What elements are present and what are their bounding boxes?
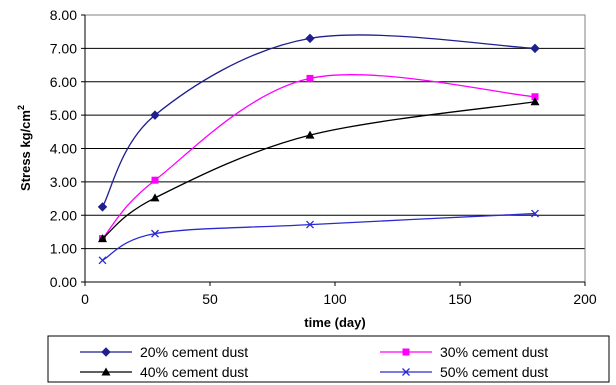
legend-item: 20% cement dust bbox=[80, 344, 248, 360]
data-point bbox=[305, 130, 315, 139]
series-4 bbox=[98, 209, 539, 265]
legend-label: 50% cement dust bbox=[440, 364, 548, 380]
data-point bbox=[305, 33, 315, 44]
y-tick-label: 3.00 bbox=[50, 174, 77, 190]
data-point bbox=[306, 220, 314, 229]
data-point bbox=[530, 43, 540, 54]
x-tick-label: 150 bbox=[448, 291, 472, 307]
y-axis-ticks: 0.00 1.00 2.00 3.00 4.00 5.00 6.00 7.00 8.00 bbox=[50, 7, 85, 290]
series-layer bbox=[97, 33, 540, 265]
y-axis-label-main: Stress kg/cm bbox=[18, 110, 33, 191]
y-tick-label: 8.00 bbox=[50, 7, 77, 23]
legend-item: 30% cement dust bbox=[380, 344, 548, 360]
y-tick-label: 2.00 bbox=[50, 207, 77, 223]
x-axis-ticks: 0 50 100 150 200 bbox=[81, 282, 597, 307]
series-line bbox=[102, 212, 536, 261]
x-tick-label: 200 bbox=[573, 291, 597, 307]
grid-lines bbox=[85, 14, 585, 250]
data-point bbox=[98, 256, 107, 265]
x-tick-label: 50 bbox=[202, 291, 218, 307]
data-point bbox=[98, 234, 107, 243]
legend-marker bbox=[101, 347, 111, 357]
data-point bbox=[306, 74, 314, 82]
y-axis-label-sup: 2 bbox=[16, 105, 26, 110]
legend-item: 40% cement dust bbox=[80, 364, 248, 380]
data-point bbox=[151, 176, 159, 184]
legend-marker bbox=[402, 348, 410, 356]
series-line bbox=[101, 34, 536, 208]
series-line bbox=[102, 74, 536, 240]
y-tick-label: 7.00 bbox=[50, 40, 77, 56]
data-point bbox=[150, 110, 160, 120]
data-point bbox=[531, 209, 539, 218]
data-point bbox=[97, 202, 108, 212]
data-point bbox=[151, 229, 159, 238]
y-tick-label: 5.00 bbox=[50, 107, 77, 123]
legend-item: 50% cement dust bbox=[380, 364, 548, 380]
legend-label: 40% cement dust bbox=[140, 364, 248, 380]
legend: 20% cement dust 30% cement dust 40% cement… bbox=[47, 335, 610, 383]
series-1 bbox=[97, 33, 540, 212]
x-tick-label: 0 bbox=[81, 291, 89, 307]
y-tick-label: 6.00 bbox=[50, 74, 77, 90]
data-point bbox=[150, 193, 160, 202]
legend-marker bbox=[402, 368, 410, 376]
series-line bbox=[102, 101, 536, 240]
series-3 bbox=[98, 97, 540, 243]
y-tick-label: 4.00 bbox=[50, 141, 77, 157]
legend-label: 30% cement dust bbox=[440, 344, 548, 360]
legend-items: 20% cement dust 30% cement dust 40% cement… bbox=[80, 344, 548, 380]
y-axis-label: Stress kg/cm2 bbox=[16, 105, 33, 191]
x-axis-label: time (day) bbox=[304, 315, 365, 330]
y-tick-label: 1.00 bbox=[50, 241, 77, 257]
legend-label: 20% cement dust bbox=[140, 344, 248, 360]
legend-box bbox=[47, 335, 610, 383]
legend-marker bbox=[101, 367, 111, 376]
x-tick-label: 100 bbox=[323, 291, 347, 307]
y-tick-label: 0.00 bbox=[50, 274, 77, 290]
data-point bbox=[530, 97, 540, 106]
data-point bbox=[531, 93, 539, 101]
